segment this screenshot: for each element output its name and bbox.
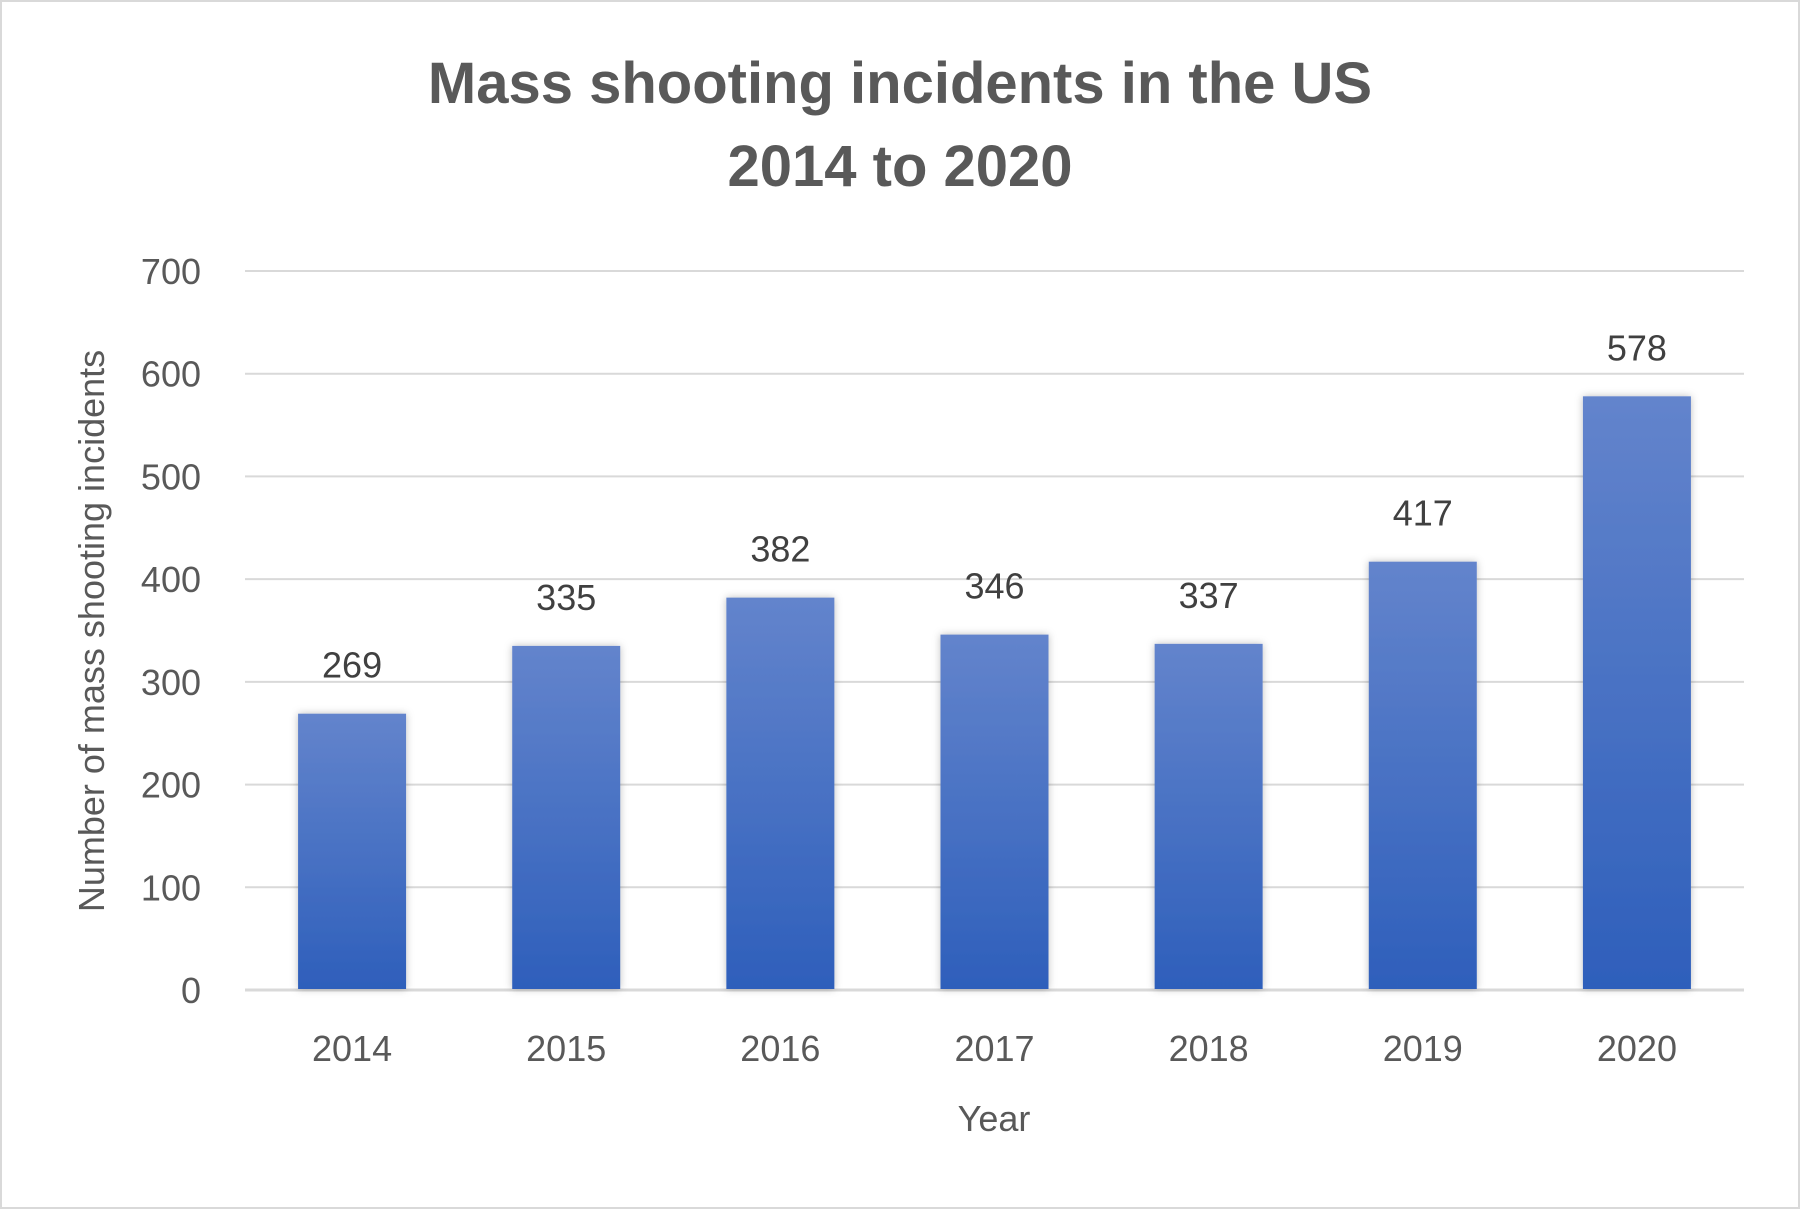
- bar-2018: [1154, 643, 1263, 989]
- y-tick-label: 600: [141, 354, 201, 395]
- y-tick-label: 200: [141, 765, 201, 806]
- x-tick-label: 2015: [526, 1028, 606, 1069]
- data-label-2016: 382: [750, 529, 810, 570]
- x-tick-label: 2019: [1383, 1028, 1463, 1069]
- x-axis-label: Year: [958, 1098, 1031, 1139]
- x-tick-label: 2018: [1169, 1028, 1249, 1069]
- chart-title-line-2: 2014 to 2020: [727, 134, 1072, 199]
- data-label-2014: 269: [322, 645, 382, 686]
- bar-2014: [298, 713, 407, 989]
- bar-2015: [512, 645, 621, 989]
- x-tick-label: 2020: [1597, 1028, 1677, 1069]
- data-label-2019: 417: [1393, 493, 1453, 534]
- x-tick-label: 2017: [954, 1028, 1034, 1069]
- y-tick-label: 100: [141, 867, 201, 908]
- bar-2019: [1368, 561, 1477, 989]
- y-tick-label: 400: [141, 559, 201, 600]
- y-tick-label: 0: [181, 970, 201, 1011]
- y-tick-label: 300: [141, 662, 201, 703]
- y-tick-label: 500: [141, 456, 201, 497]
- bar-2017: [940, 634, 1049, 989]
- data-label-2020: 578: [1607, 327, 1667, 368]
- chart-title-line-1: Mass shooting incidents in the US: [428, 51, 1372, 116]
- x-tick-label: 2014: [312, 1028, 392, 1069]
- y-tick-label: 700: [141, 251, 201, 292]
- data-label-2017: 346: [964, 566, 1024, 607]
- data-label-2018: 337: [1179, 575, 1239, 616]
- data-label-2015: 335: [536, 577, 596, 618]
- bar-2016: [726, 597, 835, 989]
- bar-2020: [1582, 396, 1691, 990]
- y-axis-label: Number of mass shooting incidents: [71, 350, 112, 912]
- x-tick-label: 2016: [740, 1028, 820, 1069]
